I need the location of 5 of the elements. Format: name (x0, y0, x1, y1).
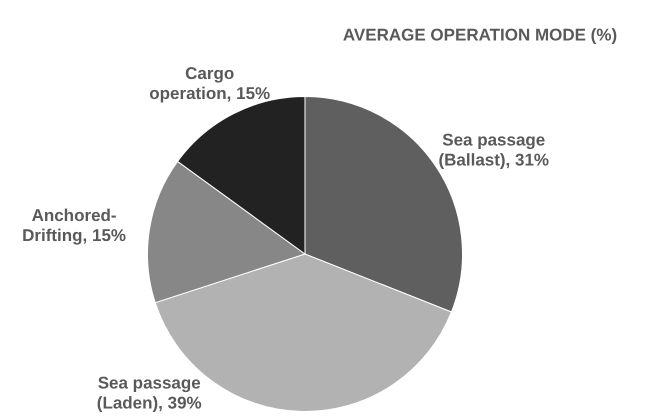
slice-label: Cargo operation, 15% (149, 64, 270, 104)
chart-title: AVERAGE OPERATION MODE (%) (342, 26, 618, 45)
slice-label: Sea passage (Laden), 39% (96, 374, 202, 413)
slice-label: Sea passage (Ballast), 31% (438, 130, 550, 170)
slice-label: Anchored-Drifting, 15% (22, 206, 126, 246)
